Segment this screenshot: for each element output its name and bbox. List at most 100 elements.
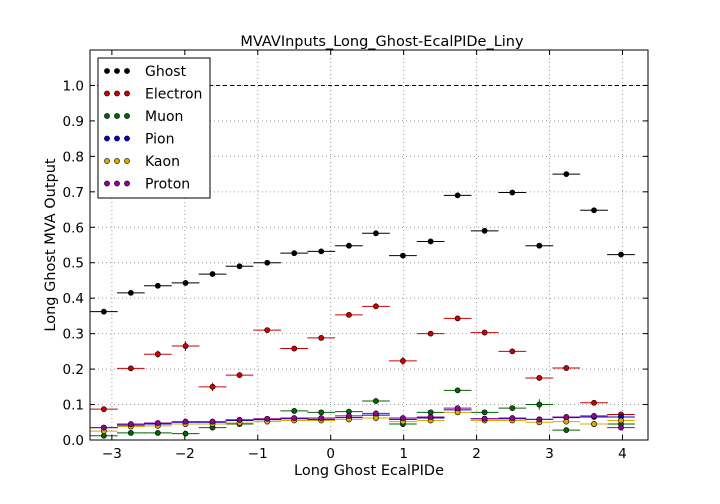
proton-point-group bbox=[389, 415, 417, 421]
ghost-point bbox=[291, 250, 298, 257]
proton-point-group bbox=[498, 415, 527, 421]
electron-point-group bbox=[580, 399, 608, 406]
proton-point bbox=[318, 415, 325, 421]
proton-point bbox=[373, 410, 379, 417]
legend-marker-proton bbox=[114, 180, 120, 187]
proton-point-group bbox=[552, 414, 581, 420]
legend-marker-muon bbox=[124, 113, 130, 119]
electron-point-group bbox=[280, 345, 309, 352]
legend-label-ghost: Ghost bbox=[145, 64, 187, 80]
kaon-point-group bbox=[443, 409, 472, 416]
legend-marker-proton bbox=[104, 180, 110, 187]
proton-point bbox=[264, 415, 271, 422]
proton-point-group bbox=[90, 424, 118, 431]
muon-point-group bbox=[416, 409, 445, 416]
legend-item-proton: Proton bbox=[104, 177, 190, 193]
y-tick-label: 0.8 bbox=[63, 149, 84, 165]
y-tick-label: 0.6 bbox=[63, 220, 84, 236]
proton-point-group bbox=[280, 415, 309, 421]
muon-point-group bbox=[335, 408, 363, 415]
electron-point-group bbox=[307, 334, 336, 341]
legend: Ghost Electron Muon Pion Kaon Proton bbox=[97, 57, 211, 199]
electron-point-group bbox=[143, 350, 172, 358]
proton-point bbox=[591, 412, 597, 419]
plot-frame bbox=[89, 49, 649, 441]
ghost-point bbox=[509, 189, 516, 196]
x-tick-label: 0 bbox=[326, 446, 335, 462]
x-axis-label: Long Ghost EcalPIDe bbox=[294, 463, 444, 479]
electron-point bbox=[209, 383, 216, 390]
y-tick-label: 0.5 bbox=[63, 256, 84, 272]
x-tick-label: 4 bbox=[618, 446, 627, 462]
muon-point-group bbox=[171, 430, 200, 437]
muon-point-group bbox=[443, 387, 472, 394]
muon-point-group bbox=[143, 430, 172, 436]
electron-point-group bbox=[253, 327, 282, 333]
electron-point bbox=[291, 345, 298, 352]
proton-point bbox=[209, 418, 216, 425]
proton-point-group bbox=[470, 415, 499, 422]
proton-point bbox=[154, 420, 161, 426]
proton-point bbox=[400, 415, 406, 421]
y-axis-label: Long Ghost MVA Output bbox=[43, 158, 59, 332]
electron-point-group bbox=[552, 365, 581, 371]
electron-point bbox=[563, 365, 570, 371]
ghost-point bbox=[264, 259, 271, 266]
legend-label-proton: Proton bbox=[145, 177, 190, 193]
ghost-point bbox=[454, 192, 461, 199]
ghost-point-group bbox=[416, 238, 445, 245]
series-proton bbox=[90, 405, 635, 431]
proton-point-group bbox=[307, 415, 336, 421]
legend-marker-electron bbox=[104, 90, 110, 97]
electron-point-group bbox=[198, 382, 227, 392]
electron-point bbox=[346, 311, 352, 318]
legend-marker-proton bbox=[124, 180, 130, 187]
legend-item-kaon: Kaon bbox=[104, 154, 180, 170]
electron-point-group bbox=[470, 329, 499, 336]
ghost-point-group bbox=[171, 280, 200, 286]
proton-point bbox=[427, 414, 434, 420]
legend-item-pion: Pion bbox=[104, 132, 174, 148]
chart-title: MVAVInputs_Long_Ghost-EcalPIDe_Liny bbox=[240, 34, 524, 50]
legend-marker-kaon bbox=[124, 158, 130, 164]
kaon-point bbox=[618, 417, 624, 424]
series-ghost bbox=[90, 171, 635, 315]
ghost-point-group bbox=[116, 289, 145, 296]
muon-point bbox=[481, 409, 488, 416]
ghost-point-group bbox=[253, 259, 282, 266]
electron-point-group bbox=[335, 311, 363, 318]
muon-point-group bbox=[525, 399, 554, 410]
ghost-point-group bbox=[198, 271, 227, 277]
data-layer bbox=[90, 171, 635, 439]
legend-marker-pion bbox=[124, 135, 130, 142]
legend-marker-electron bbox=[124, 90, 130, 97]
y-tick-label: 0.4 bbox=[63, 291, 84, 307]
legend-marker-ghost bbox=[124, 68, 130, 74]
legend-label-electron: Electron bbox=[145, 87, 202, 103]
muon-point-group bbox=[498, 405, 527, 411]
electron-point bbox=[127, 365, 134, 372]
ticks: −3 −2 −1 0 1 2 3 4 0.0 0.1 0.2 0.3 0.4 0.5 0.6 0.7 0.8 0.… bbox=[63, 50, 648, 462]
electron-point bbox=[400, 358, 406, 364]
electron-point bbox=[481, 329, 488, 336]
legend-marker-ghost bbox=[104, 68, 110, 74]
ghost-point bbox=[182, 280, 189, 286]
ghost-point-group bbox=[389, 252, 417, 259]
legend-label-kaon: Kaon bbox=[145, 154, 180, 170]
ghost-point bbox=[236, 263, 243, 270]
ghost-point-group bbox=[470, 227, 499, 234]
electron-point bbox=[591, 399, 597, 406]
ghost-point bbox=[481, 227, 488, 234]
proton-point bbox=[236, 416, 243, 423]
proton-point bbox=[182, 418, 189, 425]
y-tick-label: 0.9 bbox=[63, 114, 84, 130]
proton-point bbox=[481, 415, 488, 422]
ghost-point-group bbox=[280, 250, 309, 257]
legend-item-muon: Muon bbox=[104, 109, 183, 125]
legend-frame bbox=[97, 57, 211, 199]
ghost-point-group bbox=[307, 248, 336, 255]
legend-label-muon: Muon bbox=[145, 109, 183, 125]
electron-point-group bbox=[416, 330, 445, 337]
electron-point bbox=[509, 348, 516, 355]
ghost-point bbox=[563, 171, 570, 177]
